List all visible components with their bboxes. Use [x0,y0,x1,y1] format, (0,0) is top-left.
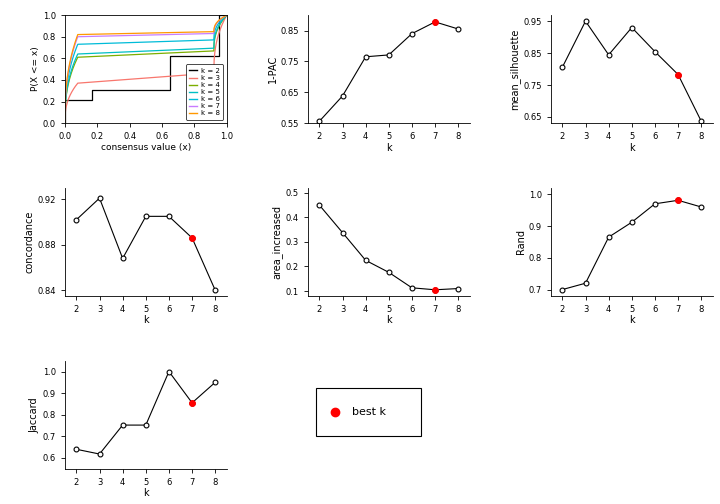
Y-axis label: concordance: concordance [24,211,35,273]
Y-axis label: area_increased: area_increased [272,205,283,279]
Y-axis label: Rand: Rand [516,229,526,255]
Text: best k: best k [351,407,385,417]
X-axis label: k: k [143,316,148,326]
X-axis label: k: k [386,143,392,153]
X-axis label: consensus value (x): consensus value (x) [101,143,191,152]
Legend: k = 2, k = 3, k = 4, k = 5, k = 6, k = 7, k = 8: k = 2, k = 3, k = 4, k = 5, k = 6, k = 7… [186,65,223,119]
X-axis label: k: k [143,488,148,498]
Y-axis label: mean_silhouette: mean_silhouette [510,28,521,110]
X-axis label: k: k [629,143,634,153]
Y-axis label: P(X <= x): P(X <= x) [31,47,40,92]
X-axis label: k: k [386,316,392,326]
Y-axis label: 1-PAC: 1-PAC [268,55,277,83]
Y-axis label: Jaccard: Jaccard [30,397,40,432]
X-axis label: k: k [629,316,634,326]
